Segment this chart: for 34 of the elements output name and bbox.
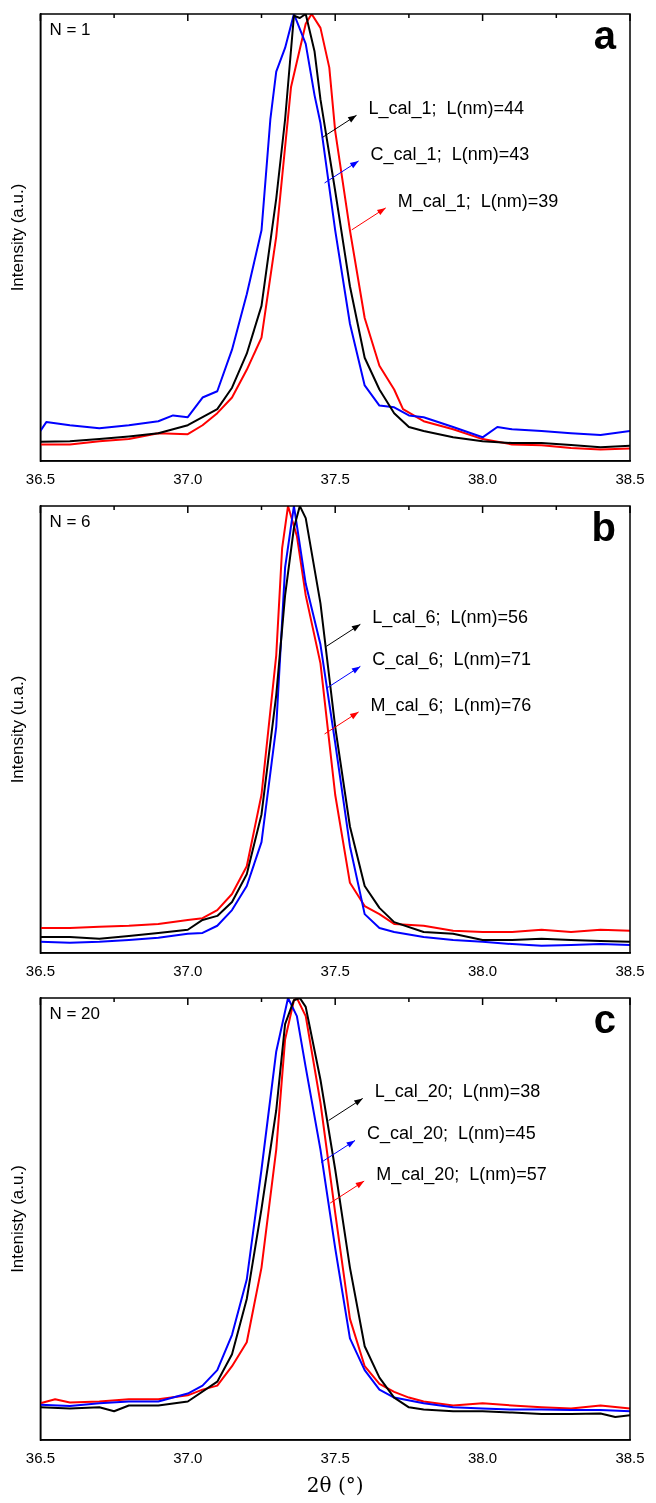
y-axis-title: Intensity (u.a.) bbox=[7, 675, 27, 784]
x-tick-label: 38.0 bbox=[468, 962, 498, 980]
annotation: C_cal_6; L(nm)=71 bbox=[372, 649, 531, 671]
annotation: N = 6 bbox=[49, 512, 91, 532]
x-tick-label: 38.0 bbox=[468, 1449, 498, 1467]
x-tick-label: 37.0 bbox=[173, 962, 203, 980]
x-tick-label: 38.5 bbox=[615, 470, 645, 488]
x-tick-label: 36.5 bbox=[25, 1449, 55, 1467]
annotation: M_cal_1; L(nm)=39 bbox=[397, 190, 559, 212]
x-tick-label: 36.5 bbox=[25, 470, 55, 488]
annotation: N = 20 bbox=[49, 1004, 100, 1024]
x-tick-label: 36.5 bbox=[25, 962, 55, 980]
annotation: b bbox=[591, 505, 616, 550]
annotation: a bbox=[593, 13, 617, 58]
annotation: c bbox=[593, 997, 616, 1042]
x-tick-label: 37.5 bbox=[320, 1449, 350, 1467]
annotation: N = 1 bbox=[49, 20, 91, 40]
x-tick-label: 37.0 bbox=[173, 470, 203, 488]
x-tick-label: 38.5 bbox=[615, 962, 645, 980]
annotation: L_cal_1; L(nm)=44 bbox=[368, 98, 525, 120]
annotation: M_cal_20; L(nm)=57 bbox=[376, 1164, 547, 1186]
annotation: C_cal_1; L(nm)=43 bbox=[370, 143, 530, 165]
y-axis-title: Intensity (a.u.) bbox=[7, 183, 27, 292]
y-axis-title: Intenisty (a.u.) bbox=[7, 1165, 27, 1273]
x-tick-label: 38.0 bbox=[468, 470, 498, 488]
x-tick-label: 37.5 bbox=[320, 962, 350, 980]
x-tick-label: 37.5 bbox=[320, 470, 350, 488]
x-axis-title: 2θ (°) bbox=[306, 1473, 364, 1498]
x-tick-label: 37.0 bbox=[173, 1449, 203, 1467]
annotation: C_cal_20; L(nm)=45 bbox=[367, 1123, 536, 1145]
x-tick-label: 38.5 bbox=[615, 1449, 645, 1467]
annotation: M_cal_6; L(nm)=76 bbox=[370, 694, 532, 716]
annotation: L_cal_6; L(nm)=56 bbox=[372, 607, 528, 629]
annotation: L_cal_20; L(nm)=38 bbox=[374, 1081, 541, 1103]
